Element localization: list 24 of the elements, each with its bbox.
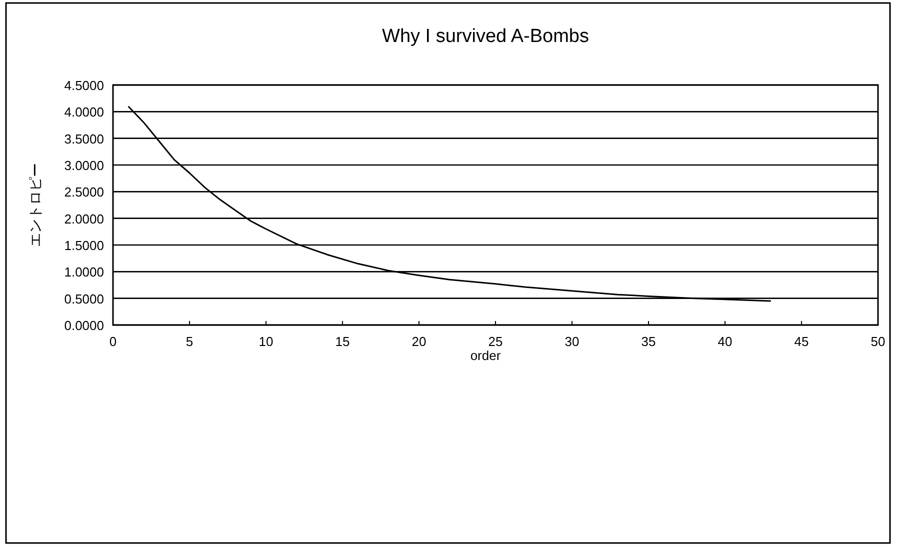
y-tick-label: 3.0000 <box>64 158 104 173</box>
x-tick-label: 35 <box>641 334 656 349</box>
x-tick-label: 10 <box>258 334 274 349</box>
y-tick-label: 2.5000 <box>64 184 104 200</box>
y-tick-label: 1.5000 <box>64 238 104 253</box>
chart-title: Why I survived A-Bombs <box>382 26 589 47</box>
x-tick-label: 0 <box>109 334 117 349</box>
x-tick-label: 25 <box>488 334 503 349</box>
x-tick-label: 5 <box>186 334 194 349</box>
x-axis-title: order <box>470 348 502 363</box>
x-tick-label: 45 <box>794 334 809 349</box>
x-tick-label: 40 <box>718 334 732 349</box>
x-tick-label: 30 <box>564 334 580 349</box>
y-tick-label: 4.0000 <box>64 104 104 120</box>
x-tick-label: 15 <box>335 334 350 349</box>
y-tick-label: 1.0000 <box>64 264 104 280</box>
x-tick-label: 50 <box>870 334 886 349</box>
y-tick-label: 4.5000 <box>64 78 104 93</box>
y-tick-label: 0.0000 <box>64 318 104 333</box>
y-axis-title: エントロピー <box>27 163 43 247</box>
x-tick-label: 20 <box>412 334 426 349</box>
y-tick-label: 2.0000 <box>64 211 104 226</box>
y-tick-label: 3.5000 <box>64 131 104 146</box>
y-tick-label: 0.5000 <box>64 291 104 306</box>
